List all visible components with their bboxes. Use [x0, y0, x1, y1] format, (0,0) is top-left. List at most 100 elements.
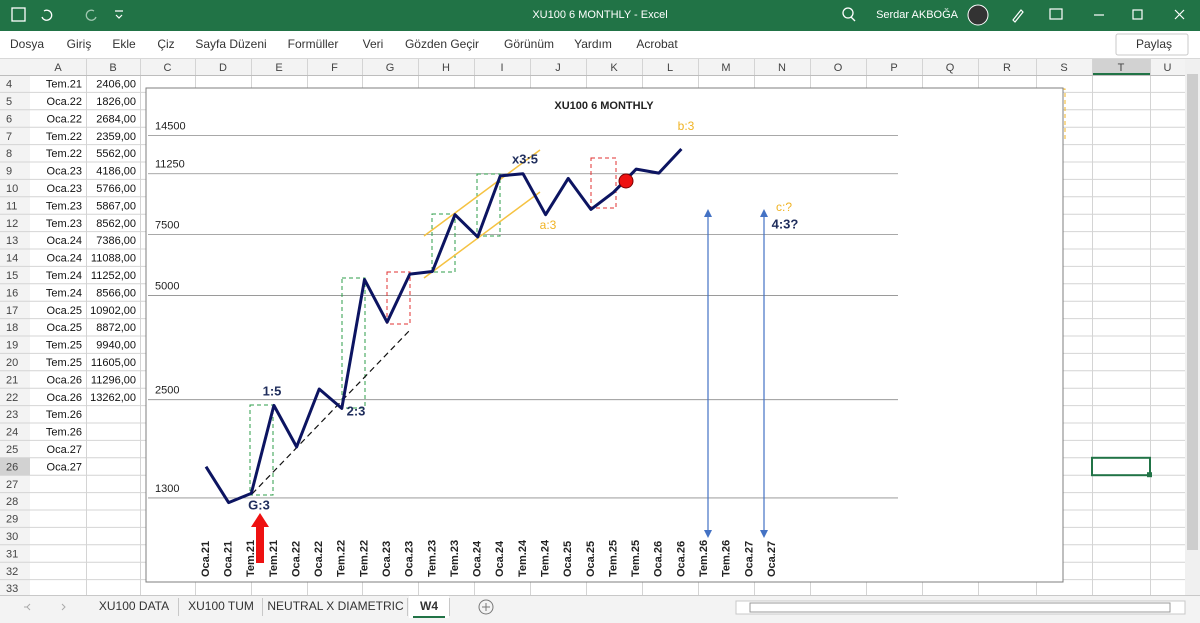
cell-value[interactable]: Oca.23 — [47, 166, 82, 178]
column-header[interactable]: K — [610, 62, 618, 74]
sheet-tab[interactable]: NEUTRAL X DIAMETRIC — [267, 599, 404, 613]
pen-icon[interactable] — [1012, 9, 1024, 23]
cell-value[interactable]: Tem.25 — [46, 357, 82, 369]
row-header[interactable]: 12 — [6, 218, 18, 230]
row-header[interactable]: 15 — [6, 270, 18, 282]
ribbon-tab[interactable]: Giriş — [67, 37, 92, 51]
cell-value[interactable]: Tem.22 — [46, 148, 82, 160]
scroll-right[interactable] — [61, 603, 66, 611]
column-header[interactable]: D — [219, 62, 227, 74]
cell-value[interactable]: Tem.21 — [46, 79, 82, 91]
cell-value[interactable]: 9940,00 — [96, 340, 136, 352]
row-header[interactable]: 14 — [6, 253, 18, 265]
ribbon-tab[interactable]: Sayfa Düzeni — [195, 37, 266, 51]
active-sheet-tab[interactable] — [409, 596, 449, 618]
h-scroll-thumb[interactable] — [749, 602, 1171, 613]
row-header[interactable]: 27 — [6, 479, 18, 491]
row-header[interactable]: 18 — [6, 322, 18, 334]
save-icon[interactable] — [11, 7, 26, 22]
ribbon-tab[interactable]: Formüller — [288, 37, 339, 51]
cell-value[interactable]: 2684,00 — [96, 113, 136, 125]
cell-value[interactable]: 10902,00 — [90, 305, 136, 317]
ribbon-tab[interactable]: Çiz — [157, 37, 174, 51]
row-header[interactable]: 28 — [6, 496, 18, 508]
restore-button[interactable] — [1132, 9, 1143, 20]
row-header[interactable]: 11 — [6, 200, 17, 212]
cell-value[interactable]: Oca.24 — [47, 235, 82, 247]
row-header[interactable]: 24 — [6, 427, 18, 439]
row-header[interactable]: 30 — [6, 531, 18, 543]
row-header[interactable]: 22 — [6, 392, 18, 404]
cell-value[interactable]: 8872,00 — [96, 322, 136, 334]
cell-value[interactable]: Oca.25 — [47, 322, 82, 334]
row-header[interactable]: 19 — [6, 340, 18, 352]
cell-value[interactable]: 2406,00 — [96, 79, 136, 91]
row-header[interactable]: 26 — [6, 461, 18, 473]
row-header[interactable]: 31 — [6, 548, 18, 560]
ribbon-display-icon[interactable] — [1049, 8, 1063, 20]
row-header[interactable]: 20 — [6, 357, 18, 369]
row-header[interactable]: 29 — [6, 514, 18, 526]
cell-value[interactable]: Oca.26 — [47, 392, 82, 404]
row-header[interactable]: 5 — [6, 96, 12, 108]
row-header[interactable]: 4 — [6, 79, 12, 91]
cell-value[interactable]: Oca.22 — [47, 113, 82, 125]
row-header[interactable]: 33 — [6, 583, 18, 595]
active-cell[interactable] — [1091, 456, 1151, 477]
column-header[interactable]: I — [500, 62, 503, 74]
row-header[interactable]: 21 — [6, 374, 18, 386]
cell-value[interactable]: Oca.27 — [47, 444, 82, 456]
cell-value[interactable]: 5867,00 — [96, 200, 136, 212]
ribbon-tab[interactable]: Veri — [363, 37, 384, 51]
cell-value[interactable]: 5562,00 — [96, 148, 136, 160]
cell-value[interactable]: Oca.23 — [47, 183, 82, 195]
cell-value[interactable]: Tem.26 — [46, 427, 82, 439]
column-header[interactable]: T — [1118, 62, 1125, 74]
row-header[interactable]: 32 — [6, 566, 18, 578]
cell-value[interactable]: Oca.27 — [47, 461, 82, 473]
cell-value[interactable]: Tem.25 — [46, 340, 82, 352]
close-button[interactable] — [1174, 9, 1185, 20]
row-header[interactable]: 17 — [6, 305, 18, 317]
cell-value[interactable]: Oca.22 — [47, 96, 82, 108]
customize-icon[interactable] — [115, 10, 123, 19]
cell-value[interactable]: 7386,00 — [96, 235, 136, 247]
row-header[interactable]: 9 — [6, 166, 12, 178]
cell-value[interactable]: Oca.24 — [47, 253, 82, 265]
user-avatar[interactable] — [967, 4, 989, 26]
cell-value[interactable]: 8566,00 — [96, 287, 136, 299]
column-header[interactable]: H — [442, 62, 450, 74]
row-header[interactable]: 25 — [6, 444, 18, 456]
ribbon-tab[interactable]: Acrobat — [636, 37, 678, 51]
ribbon-tab[interactable]: Ekle — [112, 37, 136, 51]
row-header[interactable]: 8 — [6, 148, 12, 160]
cell-value[interactable]: Oca.25 — [47, 305, 82, 317]
column-header[interactable]: E — [275, 62, 282, 74]
column-header[interactable]: O — [834, 62, 843, 74]
cell-value[interactable]: Tem.22 — [46, 131, 82, 143]
share-button[interactable] — [1115, 33, 1189, 56]
cell-value[interactable]: 1826,00 — [96, 96, 136, 108]
cell-value[interactable]: 13262,00 — [90, 392, 136, 404]
search-icon[interactable] — [842, 7, 854, 19]
sheet-tab[interactable]: XU100 DATA — [99, 599, 169, 613]
share-label[interactable]: Paylaş — [1136, 37, 1172, 51]
cell-value[interactable]: Tem.23 — [46, 218, 82, 230]
cell-value[interactable]: 11296,00 — [91, 374, 136, 386]
column-header[interactable]: G — [386, 62, 395, 74]
column-header[interactable]: S — [1060, 62, 1067, 74]
column-header[interactable]: F — [331, 62, 338, 74]
row-header[interactable]: 23 — [6, 409, 18, 421]
cell-value[interactable]: Tem.23 — [46, 200, 82, 212]
column-header[interactable]: J — [555, 62, 561, 74]
undo-icon[interactable] — [41, 9, 53, 21]
column-header[interactable]: M — [721, 62, 730, 74]
cell-value[interactable]: Tem.26 — [46, 409, 82, 421]
cell-value[interactable]: 4186,00 — [96, 166, 136, 178]
row-header[interactable]: 6 — [6, 113, 12, 125]
column-header[interactable]: R — [1003, 62, 1011, 74]
scroll-left[interactable] — [24, 603, 31, 611]
column-header[interactable]: C — [164, 62, 172, 74]
add-sheet[interactable] — [478, 599, 494, 615]
row-header[interactable]: 16 — [6, 287, 18, 299]
